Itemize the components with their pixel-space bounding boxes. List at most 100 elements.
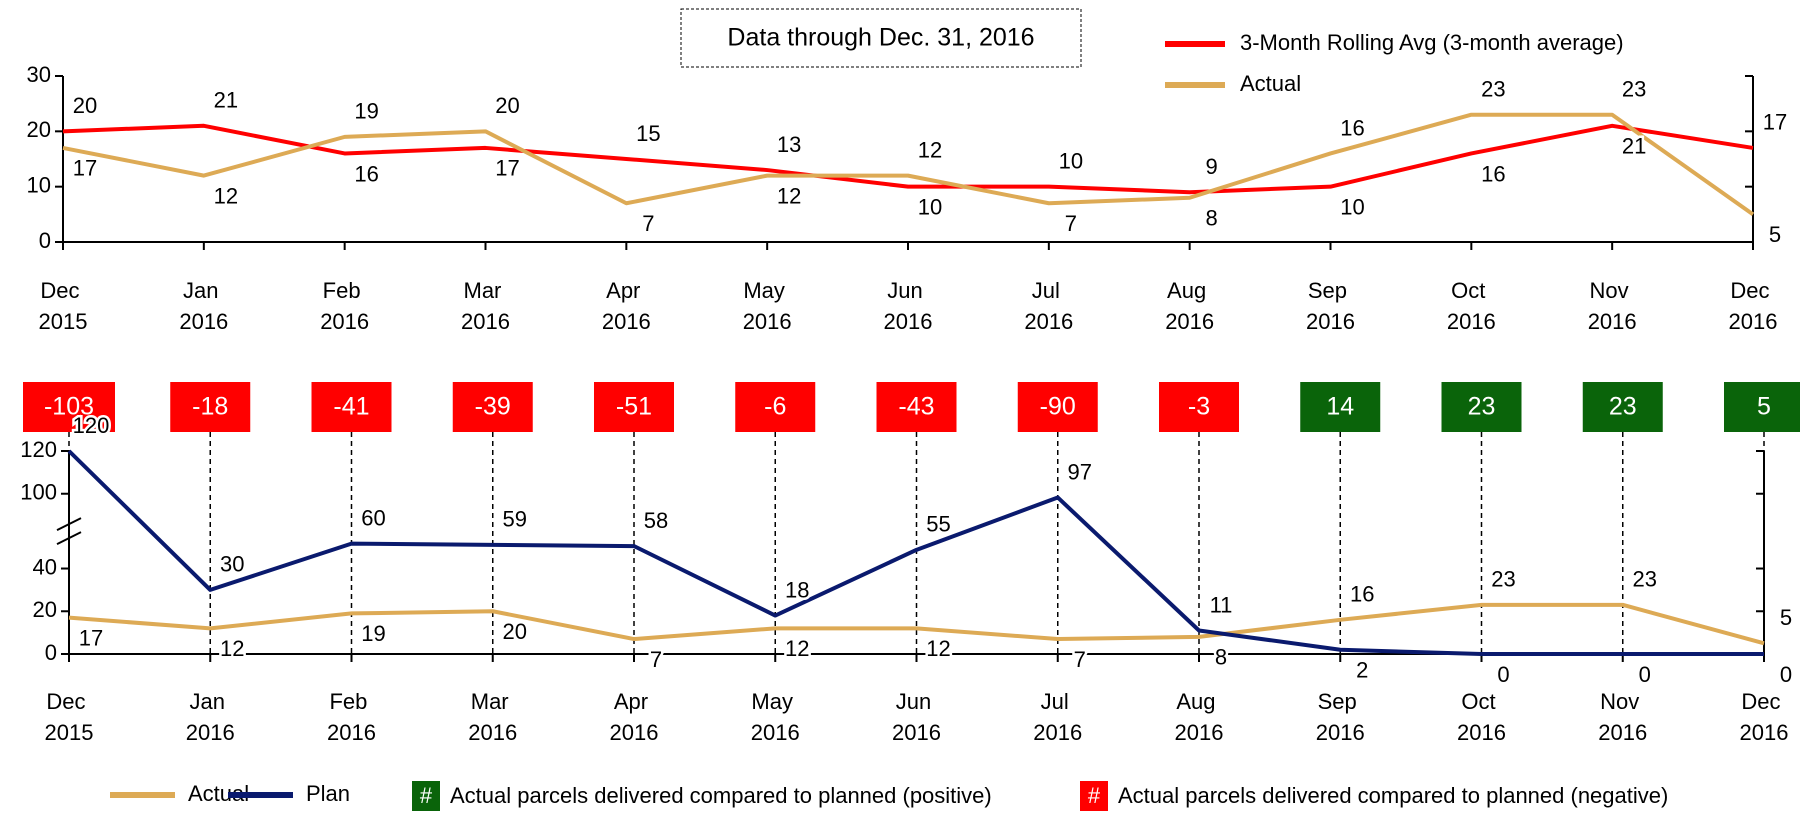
legend-note-box (1080, 781, 1108, 811)
data-label: 7 (642, 211, 654, 236)
legend-note-text: Actual parcels delivered compared to pla… (1118, 783, 1668, 808)
difference-label: -90 (1040, 393, 1076, 421)
data-label: 12 (918, 137, 942, 162)
data-label: 21 (1622, 134, 1646, 159)
series-line (67, 449, 1764, 656)
data-label: 0 (1639, 662, 1651, 687)
data-label: 0 (1497, 662, 1509, 687)
y-tick-label: 100 (20, 480, 57, 505)
data-label: 23 (1481, 77, 1505, 102)
data-label: 0 (1780, 662, 1792, 687)
x-tick-label: Aug 2016 (1175, 689, 1224, 745)
x-tick-label-line: 2016 (892, 720, 941, 745)
x-tick-label-line: Jun (896, 689, 938, 714)
x-tick-label: Apr 2016 (602, 278, 651, 334)
data-label: 16 (354, 161, 378, 186)
data-label: 15 (636, 121, 660, 146)
data-label: 60 (361, 505, 385, 530)
difference-box (452, 382, 533, 432)
x-tick-label-line: Mar (471, 689, 515, 714)
data-label: 8 (1215, 645, 1227, 670)
x-tick-label-line: 2016 (1175, 720, 1224, 745)
difference-box (1017, 382, 1098, 432)
x-tick-label-line: 2015 (45, 720, 94, 745)
data-label: 20 (495, 93, 519, 118)
y-tick-label: 0 (39, 228, 51, 253)
difference-label: -6 (764, 393, 786, 421)
x-tick-label-line: Jan (183, 278, 225, 303)
legend-label: 3-Month Rolling Avg (3-month average) (1240, 30, 1624, 55)
data-label: 17 (495, 156, 519, 181)
data-label: 7 (1074, 647, 1086, 672)
x-tick-label-line: 2016 (1598, 720, 1647, 745)
x-tick-label-line: 2016 (179, 309, 228, 334)
x-tick-label: Jan 2016 (179, 278, 228, 334)
data-label: 17 (79, 625, 103, 650)
x-tick-label-line: 2016 (1024, 309, 1073, 334)
x-tick-label-line: Dec (1741, 689, 1786, 714)
x-tick-label-line: 2016 (1033, 720, 1082, 745)
x-tick-label-line: Aug (1167, 278, 1212, 303)
difference-label: -41 (333, 393, 369, 421)
data-label: 12 (785, 636, 809, 661)
y-tick-label: 0 (45, 640, 57, 665)
data-label: 59 (503, 507, 527, 532)
data-label: 23 (1633, 567, 1657, 592)
data-label: 16 (1481, 161, 1505, 186)
x-tick-label-line: 2016 (1588, 309, 1637, 334)
data-label: 5 (1769, 222, 1781, 247)
x-tick-label-line: Dec (40, 278, 85, 303)
difference-label: 23 (1609, 393, 1637, 421)
x-tick-label-line: 2016 (1165, 309, 1214, 334)
x-tick-label-line: May (751, 689, 799, 714)
x-tick-label: Nov 2016 (1598, 689, 1647, 745)
difference-label: -3 (1188, 393, 1210, 421)
x-tick-label-line: Jul (1041, 689, 1075, 714)
data-label: 58 (644, 508, 668, 533)
x-tick-label-line: 2016 (1729, 309, 1778, 334)
data-label: 17 (1763, 110, 1787, 135)
x-tick-label: Jun 2016 (884, 278, 933, 334)
difference-box (735, 382, 816, 432)
x-tick-label-line: Apr (614, 689, 654, 714)
legend-note-box (412, 781, 440, 811)
x-tick-label-line: 2016 (1447, 309, 1496, 334)
data-label: 16 (1340, 115, 1364, 140)
x-tick-label-line: Jul (1032, 278, 1066, 303)
x-tick-label: Dec 2016 (1729, 278, 1778, 334)
data-label: 20 (73, 93, 97, 118)
x-tick-label-line: 2016 (602, 309, 651, 334)
x-tick-label-line: 2015 (39, 309, 88, 334)
data-label: 9 (1206, 154, 1218, 179)
annotation: Data through Dec. 31, 2016 (727, 24, 1034, 52)
difference-box (311, 382, 392, 432)
x-tick-label: Oct 2016 (1447, 278, 1496, 334)
data-label: 21 (214, 88, 238, 113)
x-tick-label: Jul 2016 (1033, 689, 1082, 745)
x-tick-label: Sep 2016 (1316, 689, 1365, 745)
legend-label: Plan (306, 781, 350, 806)
y-tick-label: 120 (20, 437, 57, 462)
data-label: 13 (777, 132, 801, 157)
legend-note-text: Actual parcels delivered compared to pla… (450, 783, 992, 808)
y-tick-label: 20 (33, 597, 57, 622)
difference-label: -43 (898, 393, 934, 421)
difference-label: 14 (1326, 393, 1354, 421)
x-tick-label-line: Dec (1730, 278, 1775, 303)
y-tick-label: 10 (27, 172, 51, 197)
x-tick-label-line: Nov (1600, 689, 1645, 714)
data-label: 23 (1491, 567, 1515, 592)
y-tick-label: 30 (27, 62, 51, 87)
x-tick-label-line: Nov (1590, 278, 1635, 303)
difference-box (594, 382, 674, 432)
x-tick-label-line: 2016 (327, 720, 376, 745)
difference-box (1724, 382, 1800, 432)
data-label: 11 (1210, 592, 1233, 617)
difference-label: -103 (44, 393, 94, 421)
difference-box (876, 382, 957, 432)
legend-note-symbol: # (420, 783, 433, 808)
data-label: 10 (918, 194, 942, 219)
data-label: 30 (220, 552, 244, 577)
data-label: 7 (1065, 211, 1077, 236)
